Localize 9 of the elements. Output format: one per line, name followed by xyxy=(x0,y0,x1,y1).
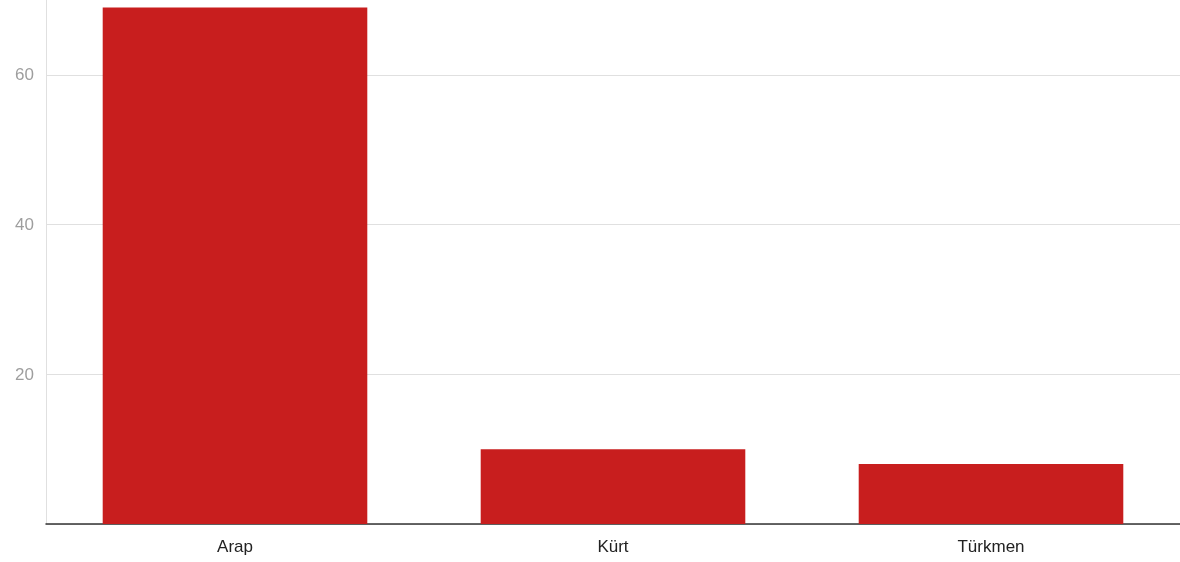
x-tick-label: Türkmen xyxy=(957,537,1025,556)
y-tick-label: 40 xyxy=(15,215,34,235)
y-tick-label: 20 xyxy=(15,364,34,384)
x-tick-label: Kürt xyxy=(597,537,629,556)
y-tick-label: 60 xyxy=(15,65,34,85)
bar xyxy=(858,464,1124,524)
bar xyxy=(480,449,746,524)
x-tick-label: Arap xyxy=(217,537,253,556)
bar xyxy=(102,7,368,524)
